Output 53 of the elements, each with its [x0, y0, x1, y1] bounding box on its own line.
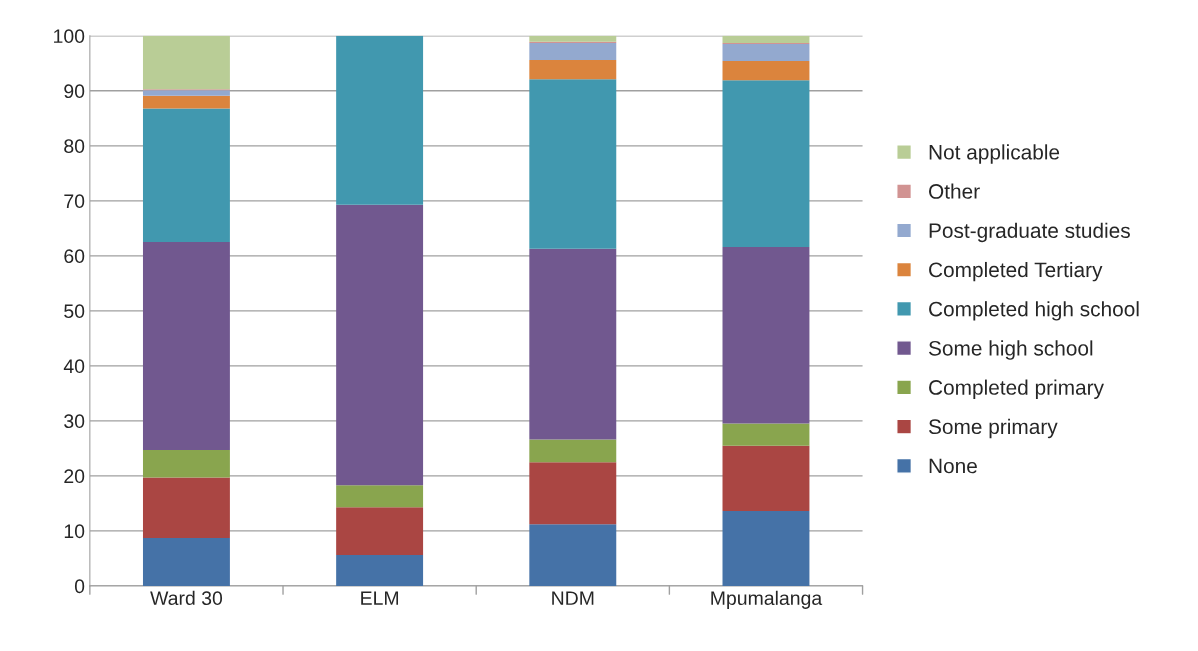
bar: [336, 485, 424, 508]
bar: [142, 242, 230, 451]
bar: [529, 439, 617, 463]
legend-label: Completed high school: [929, 301, 1139, 321]
legend-label: Completed Tertiary: [929, 261, 1103, 282]
legend-label: Completed primary: [929, 379, 1104, 399]
bar: [722, 511, 810, 586]
legend-label: Some high school: [928, 340, 1093, 360]
x-tick-label: Mpumalanga: [711, 590, 823, 609]
bar: [722, 80, 810, 248]
bar: [529, 35, 617, 42]
bar: [529, 60, 617, 80]
bar: [722, 445, 810, 512]
y-tick-label: 0: [74, 579, 85, 594]
bar: [529, 248, 617, 440]
bar: [142, 450, 230, 478]
bar: [722, 423, 810, 446]
bar: [142, 538, 230, 586]
y-tick-label: 30: [64, 414, 85, 429]
legend-label: Other: [929, 183, 980, 199]
x-tick-label: Ward 30: [150, 590, 223, 606]
y-tick-label: 20: [64, 469, 85, 484]
legend-label: Not applicable: [929, 144, 1060, 164]
bar: [142, 95, 230, 109]
bar: [529, 462, 617, 525]
x-tick-label: NDM: [552, 591, 594, 605]
y-tick-label: 60: [64, 249, 85, 264]
bar: [142, 477, 230, 539]
y-tick-label: 50: [64, 304, 85, 319]
y-tick-label: 70: [64, 194, 85, 209]
y-tick-label: 80: [64, 139, 85, 154]
bar: [142, 90, 230, 96]
bar: [336, 555, 424, 586]
bar: [722, 35, 810, 43]
bar: [722, 61, 810, 81]
bar: [529, 42, 617, 61]
bar: [336, 507, 424, 556]
bar: [142, 35, 230, 90]
bar: [722, 247, 810, 424]
legend-label: Post-graduate studies: [929, 222, 1130, 243]
x-tick-label: ELM: [361, 591, 399, 605]
bar: [336, 204, 424, 486]
legend-label: None: [929, 458, 977, 474]
bar: [529, 524, 617, 586]
bar: [336, 35, 424, 205]
bar: [722, 44, 810, 62]
y-tick-label: 90: [64, 84, 85, 99]
bar: [529, 79, 617, 249]
bar: [142, 108, 230, 243]
y-tick-label: 100: [54, 29, 85, 44]
y-tick-label: 10: [64, 524, 85, 539]
legend-label: Some primary: [928, 418, 1058, 439]
y-tick-label: 40: [63, 359, 85, 374]
